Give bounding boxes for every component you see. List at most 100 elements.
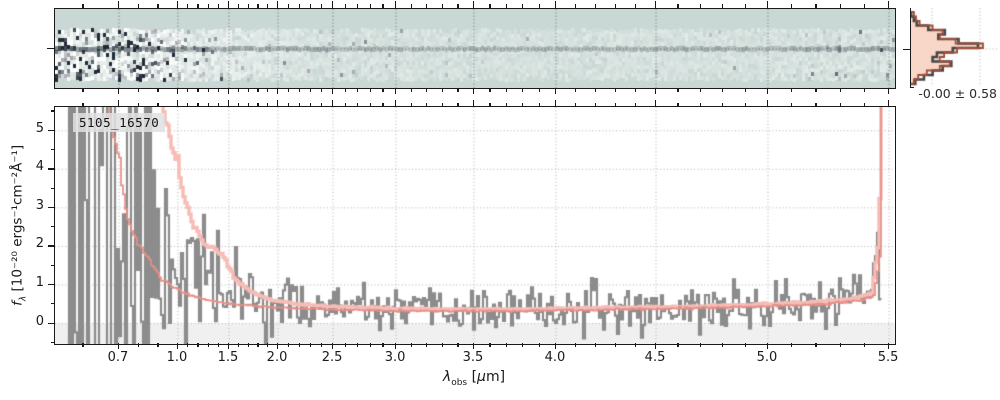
x-minor-tick-2d	[217, 4, 219, 8]
y-tick-hist	[903, 49, 910, 51]
x-major-tick	[176, 100, 179, 106]
x-minor-tick	[594, 102, 597, 106]
x-minor-tick-2d	[677, 88, 679, 92]
x-minor-tick	[197, 102, 199, 106]
x-minor-tick-2d	[267, 88, 269, 92]
x-minor-tick	[505, 102, 507, 106]
x-minor-tick	[344, 343, 346, 347]
x-minor-tick-2d	[257, 4, 259, 8]
x-major-tick-2d	[888, 1, 890, 8]
x-minor-tick	[426, 343, 428, 347]
x-minor-tick	[722, 102, 724, 106]
residual-histogram	[911, 8, 998, 87]
x-major-tick	[888, 100, 890, 106]
x-minor-tick-2d	[426, 88, 428, 92]
x-minor-tick-2d	[791, 4, 793, 8]
spectrum-1d-plot	[55, 107, 895, 344]
source-id-label: 5105_16570	[73, 113, 166, 132]
x-major-tick	[554, 100, 557, 106]
x-major-tick-2d	[888, 88, 890, 94]
x-minor-tick	[310, 102, 312, 106]
x-major-tick-2d	[118, 1, 120, 8]
x-minor-tick	[839, 343, 841, 347]
x-minor-tick	[410, 102, 412, 106]
x-major-tick-2d	[277, 88, 279, 94]
x-minor-tick	[321, 102, 323, 106]
y-minor-tick	[50, 226, 54, 228]
x-minor-tick-2d	[382, 88, 384, 92]
x-minor-tick	[839, 102, 841, 106]
x-minor-tick	[137, 102, 139, 106]
x-major-tick-2d	[472, 88, 475, 94]
x-minor-tick-2d	[187, 88, 189, 92]
x-minor-tick-2d	[538, 4, 540, 8]
x-minor-tick-2d	[410, 4, 412, 8]
x-minor-tick-2d	[839, 88, 841, 92]
x-minor-tick	[357, 343, 359, 347]
x-major-tick-2d	[655, 1, 657, 8]
y-tick-2d	[47, 47, 54, 49]
x-minor-tick-2d	[815, 4, 817, 8]
x-minor-tick-2d	[247, 4, 249, 8]
x-minor-tick	[237, 102, 239, 106]
x-tick-label: 3.5	[462, 350, 484, 365]
x-minor-tick	[594, 343, 597, 347]
x-minor-tick	[441, 343, 443, 347]
x-minor-tick	[441, 102, 443, 106]
x-minor-tick	[426, 102, 428, 106]
x-minor-tick-2d	[197, 88, 199, 92]
x-tick-label: 2.5	[321, 350, 343, 365]
x-minor-tick	[722, 343, 724, 347]
x-minor-tick	[237, 343, 239, 347]
spectrum-1d-panel: 5105_16570	[54, 106, 896, 345]
x-minor-tick-2d	[863, 88, 865, 92]
x-major-tick	[655, 100, 657, 106]
x-minor-tick	[187, 343, 189, 347]
x-minor-tick-2d	[321, 88, 323, 92]
x-minor-tick	[299, 102, 301, 106]
x-major-tick-2d	[554, 1, 557, 8]
x-minor-tick-2d	[82, 4, 84, 8]
y-minor-tick	[50, 187, 54, 189]
x-major-tick	[472, 100, 475, 106]
x-minor-tick-2d	[863, 4, 865, 8]
x-minor-tick-2d	[310, 4, 312, 8]
x-minor-tick	[257, 102, 259, 106]
x-major-tick-2d	[176, 88, 179, 94]
x-minor-tick-2d	[594, 88, 597, 92]
x-major-tick	[395, 100, 397, 106]
x-minor-tick	[574, 102, 577, 106]
spectrum-2d-image	[55, 9, 895, 88]
y-major-tick	[47, 322, 54, 324]
y-major-tick	[47, 206, 54, 209]
x-minor-tick-2d	[489, 88, 491, 92]
x-major-tick	[554, 343, 557, 349]
x-minor-tick	[538, 102, 540, 106]
x-minor-tick-2d	[522, 4, 524, 8]
x-minor-tick-2d	[791, 88, 793, 92]
y-major-tick	[47, 129, 54, 132]
x-minor-tick	[410, 343, 412, 347]
x-minor-tick	[791, 343, 793, 347]
x-tick-label: 0.7	[107, 350, 129, 365]
x-major-tick-2d	[554, 88, 557, 94]
x-minor-tick-2d	[257, 88, 259, 92]
x-minor-tick-2d	[489, 4, 491, 8]
y-minor-tick	[50, 303, 54, 305]
x-minor-tick	[522, 343, 524, 347]
x-minor-tick-2d	[426, 4, 428, 8]
x-minor-tick-2d	[344, 4, 346, 8]
x-tick-label: 4.5	[644, 350, 666, 365]
y-tick-label: 5	[35, 120, 44, 136]
x-minor-tick-2d	[744, 4, 746, 8]
x-major-tick-2d	[332, 1, 334, 8]
x-minor-tick-2d	[722, 4, 724, 8]
y-tick-label: 3	[35, 197, 44, 213]
x-minor-tick-2d	[699, 88, 701, 92]
x-minor-tick-2d	[288, 88, 290, 92]
x-minor-tick	[635, 343, 637, 347]
x-minor-tick-2d	[157, 88, 159, 92]
x-minor-tick-2d	[457, 88, 459, 92]
x-major-tick-2d	[227, 88, 230, 94]
